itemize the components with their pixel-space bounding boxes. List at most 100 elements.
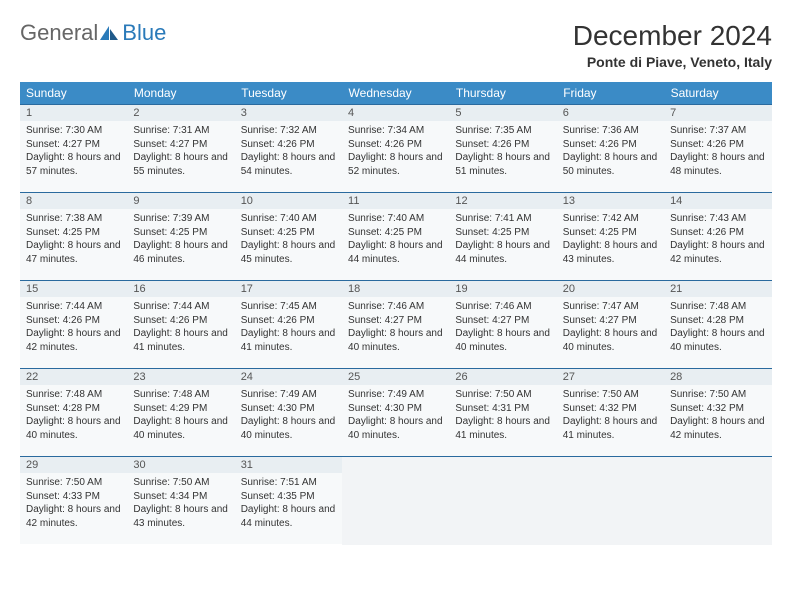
- day-number: 26: [449, 369, 556, 385]
- day-number: 8: [20, 193, 127, 209]
- calendar-cell: 14Sunrise: 7:43 AMSunset: 4:26 PMDayligh…: [664, 192, 771, 280]
- sunrise-line: Sunrise: 7:51 AM: [241, 476, 336, 490]
- calendar-cell: 11Sunrise: 7:40 AMSunset: 4:25 PMDayligh…: [342, 192, 449, 280]
- sunrise-line: Sunrise: 7:46 AM: [455, 300, 550, 314]
- calendar-cell: 13Sunrise: 7:42 AMSunset: 4:25 PMDayligh…: [557, 192, 664, 280]
- daylight-line: Daylight: 8 hours and 40 minutes.: [563, 327, 658, 354]
- calendar-cell: 8Sunrise: 7:38 AMSunset: 4:25 PMDaylight…: [20, 192, 127, 280]
- calendar-cell: 3 Sunrise: 7:32 AMSunset: 4:26 PMDaylight…: [235, 104, 342, 192]
- daylight-line: Daylight: 8 hours and 40 minutes.: [348, 415, 443, 442]
- sunset-line: Sunset: 4:26 PM: [563, 138, 658, 152]
- sunrise-line: Sunrise: 7:48 AM: [670, 300, 765, 314]
- daylight-line: Daylight: 8 hours and 40 minutes.: [348, 327, 443, 354]
- day-number: 17: [235, 281, 342, 297]
- sunset-line: Sunset: 4:26 PM: [241, 138, 336, 152]
- day-number: 2: [127, 105, 234, 121]
- weekday-header-row: SundayMondayTuesdayWednesdayThursdayFrid…: [20, 82, 772, 104]
- day-body: Sunrise: 7:48 AMSunset: 4:29 PMDaylight:…: [127, 385, 234, 456]
- calendar-cell: 29Sunrise: 7:50 AMSunset: 4:33 PMDayligh…: [20, 456, 127, 544]
- calendar-week-row: 8Sunrise: 7:38 AMSunset: 4:25 PMDaylight…: [20, 192, 772, 280]
- calendar-cell: 25Sunrise: 7:49 AMSunset: 4:30 PMDayligh…: [342, 368, 449, 456]
- empty-cell: [664, 456, 771, 545]
- day-body: Sunrise: 7:37 AMSunset: 4:26 PMDaylight:…: [664, 121, 771, 192]
- daylight-line: Daylight: 8 hours and 40 minutes.: [670, 327, 765, 354]
- daylight-line: Daylight: 8 hours and 42 minutes.: [670, 239, 765, 266]
- day-body: Sunrise: 7:48 AMSunset: 4:28 PMDaylight:…: [664, 297, 771, 368]
- sunrise-line: Sunrise: 7:42 AM: [563, 212, 658, 226]
- day-number: 14: [664, 193, 771, 209]
- sunset-line: Sunset: 4:25 PM: [241, 226, 336, 240]
- calendar-cell: 19 Sunrise: 7:46 AMSunset: 4:27 PMDayligh…: [449, 280, 556, 368]
- day-number: 16: [127, 281, 234, 297]
- calendar-cell: 22Sunrise: 7:48 AMSunset: 4:28 PMDayligh…: [20, 368, 127, 456]
- day-body: Sunrise: 7:49 AMSunset: 4:30 PMDaylight:…: [342, 385, 449, 456]
- daylight-line: Daylight: 8 hours and 52 minutes.: [348, 151, 443, 178]
- empty-cell: [342, 456, 449, 545]
- day-number: 3: [235, 105, 342, 121]
- daylight-line: Daylight: 8 hours and 46 minutes.: [133, 239, 228, 266]
- day-number: 20: [557, 281, 664, 297]
- day-body: Sunrise: 7:48 AMSunset: 4:28 PMDaylight:…: [20, 385, 127, 456]
- calendar-cell: [342, 456, 449, 544]
- sunrise-line: Sunrise: 7:50 AM: [26, 476, 121, 490]
- day-body: Sunrise: 7:50 AMSunset: 4:33 PMDaylight:…: [20, 473, 127, 544]
- day-number: 9: [127, 193, 234, 209]
- daylight-line: Daylight: 8 hours and 40 minutes.: [26, 415, 121, 442]
- sunset-line: Sunset: 4:27 PM: [26, 138, 121, 152]
- daylight-line: Daylight: 8 hours and 47 minutes.: [26, 239, 121, 266]
- day-number: 29: [20, 457, 127, 473]
- day-number: 1: [20, 105, 127, 121]
- day-body: Sunrise: 7:42 AMSunset: 4:25 PMDaylight:…: [557, 209, 664, 280]
- daylight-line: Daylight: 8 hours and 41 minutes.: [455, 415, 550, 442]
- day-body: Sunrise: 7:49 AMSunset: 4:30 PMDaylight:…: [235, 385, 342, 456]
- sunrise-line: Sunrise: 7:44 AM: [26, 300, 121, 314]
- day-body: Sunrise: 7:31 AMSunset: 4:27 PMDaylight:…: [127, 121, 234, 192]
- daylight-line: Daylight: 8 hours and 51 minutes.: [455, 151, 550, 178]
- sunrise-line: Sunrise: 7:35 AM: [455, 124, 550, 138]
- sunset-line: Sunset: 4:25 PM: [348, 226, 443, 240]
- calendar-table: SundayMondayTuesdayWednesdayThursdayFrid…: [20, 82, 772, 544]
- sunrise-line: Sunrise: 7:40 AM: [348, 212, 443, 226]
- sunset-line: Sunset: 4:26 PM: [455, 138, 550, 152]
- sunset-line: Sunset: 4:27 PM: [563, 314, 658, 328]
- logo-text-blue: Blue: [122, 20, 166, 46]
- calendar-cell: [557, 456, 664, 544]
- daylight-line: Daylight: 8 hours and 43 minutes.: [133, 503, 228, 530]
- sunrise-line: Sunrise: 7:49 AM: [348, 388, 443, 402]
- calendar-cell: 1Sunrise: 7:30 AMSunset: 4:27 PMDaylight…: [20, 104, 127, 192]
- day-number: 27: [557, 369, 664, 385]
- day-body: Sunrise: 7:38 AMSunset: 4:25 PMDaylight:…: [20, 209, 127, 280]
- day-body: Sunrise: 7:47 AMSunset: 4:27 PMDaylight:…: [557, 297, 664, 368]
- calendar-week-row: 15 Sunrise: 7:44 AM Sunset: 4:26 PM Dayligh…: [20, 280, 772, 368]
- sunset-line: Sunset: 4:26 PM: [241, 314, 336, 328]
- sunrise-line: Sunrise: 7:36 AM: [563, 124, 658, 138]
- calendar-cell: 18Sunrise: 7:46 AMSunset: 4:27 PMDayligh…: [342, 280, 449, 368]
- sunset-line: Sunset: 4:26 PM: [348, 138, 443, 152]
- calendar-cell: 17Sunrise: 7:45 AMSunset: 4:26 PMDayligh…: [235, 280, 342, 368]
- sunrise-line: Sunrise: 7:43 AM: [670, 212, 765, 226]
- day-number: 19: [449, 281, 556, 297]
- calendar-cell: 9Sunrise: 7:39 AMSunset: 4:25 PMDaylight…: [127, 192, 234, 280]
- calendar-week-row: 22Sunrise: 7:48 AMSunset: 4:28 PMDayligh…: [20, 368, 772, 456]
- sunrise-line: Sunrise: 7:32 AM: [241, 124, 336, 138]
- daylight-line: Daylight: 8 hours and 40 minutes.: [455, 327, 550, 354]
- daylight-line: Daylight: 8 hours and 40 minutes.: [241, 415, 336, 442]
- day-number: 30: [127, 457, 234, 473]
- sunset-line: Sunset: 4:27 PM: [455, 314, 550, 328]
- day-number: 15: [20, 281, 127, 297]
- day-body: Sunrise: 7:34 AMSunset: 4:26 PMDaylight:…: [342, 121, 449, 192]
- daylight-line: Daylight: 8 hours and 44 minutes.: [348, 239, 443, 266]
- sunset-line: Sunset: 4:32 PM: [563, 402, 658, 416]
- calendar-cell: 12Sunrise: 7:41 AMSunset: 4:25 PMDayligh…: [449, 192, 556, 280]
- sunrise-line: Sunrise: 7:40 AM: [241, 212, 336, 226]
- sunrise-line: Sunrise: 7:50 AM: [455, 388, 550, 402]
- calendar-week-row: 1 Sunrise: 7:30 AMSunset: 4:27 PM Daylight…: [20, 104, 772, 192]
- sunrise-line: Sunrise: 7:47 AM: [563, 300, 658, 314]
- sunrise-line: Sunrise: 7:30 AM: [26, 124, 121, 138]
- daylight-line: Daylight: 8 hours and 54 minutes.: [241, 151, 336, 178]
- day-number: 12: [449, 193, 556, 209]
- sunrise-line: Sunrise: 7:44 AM: [133, 300, 228, 314]
- sunrise-line: Sunrise: 7:41 AM: [455, 212, 550, 226]
- sunrise-line: Sunrise: 7:31 AM: [133, 124, 228, 138]
- sunset-line: Sunset: 4:30 PM: [348, 402, 443, 416]
